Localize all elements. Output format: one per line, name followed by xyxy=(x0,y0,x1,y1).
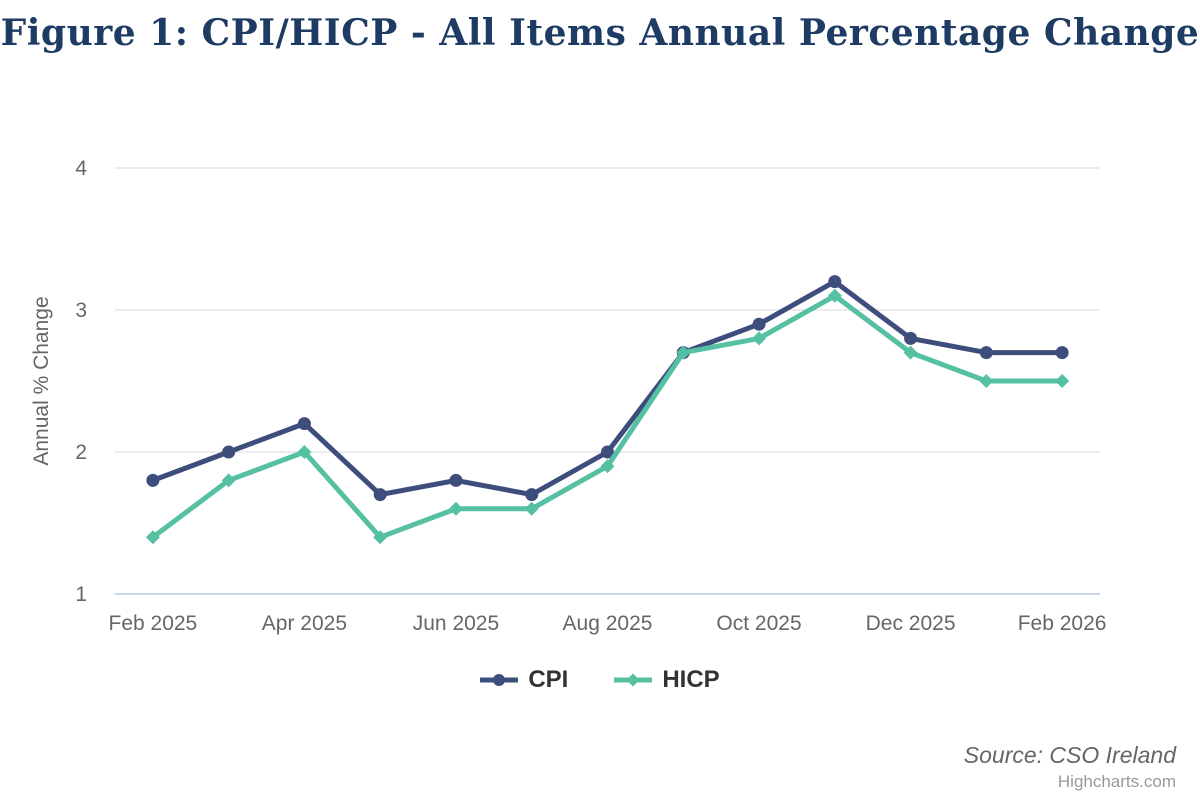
x-tick-label: Dec 2025 xyxy=(866,612,956,635)
data-point-cpi[interactable] xyxy=(1055,346,1069,360)
data-point-hicp[interactable] xyxy=(827,288,842,303)
data-point-hicp[interactable] xyxy=(979,374,994,388)
data-point-hicp[interactable] xyxy=(221,473,236,488)
data-point-hicp[interactable] xyxy=(676,345,691,360)
data-point-cpi[interactable] xyxy=(297,417,311,431)
data-point-cpi[interactable] xyxy=(904,331,918,345)
chart-legend: CPI HICP xyxy=(0,666,1200,694)
source-credit: Source: CSO Ireland xyxy=(963,742,1176,768)
data-point-hicp[interactable] xyxy=(448,501,463,516)
legend-item-cpi[interactable]: CPI xyxy=(480,666,568,694)
data-point-hicp[interactable] xyxy=(297,445,312,459)
x-tick-label: Feb 2025 xyxy=(109,612,198,635)
data-point-cpi[interactable] xyxy=(449,473,463,487)
data-point-hicp[interactable] xyxy=(373,530,388,545)
data-point-hicp[interactable] xyxy=(903,345,918,360)
data-point-hicp[interactable] xyxy=(600,459,615,474)
data-point-hicp[interactable] xyxy=(524,501,539,516)
x-tick-label: Oct 2025 xyxy=(716,612,801,635)
y-tick-label: 1 xyxy=(75,583,87,606)
data-point-cpi[interactable] xyxy=(222,445,236,459)
legend-marker-cpi xyxy=(480,674,519,686)
y-tick-label: 4 xyxy=(75,157,87,180)
x-tick-label: Jun 2025 xyxy=(413,612,499,635)
legend-label-cpi: CPI xyxy=(528,666,569,693)
y-axis-title: Annual % Change xyxy=(30,296,53,465)
x-tick-label: Aug 2025 xyxy=(563,612,653,635)
data-point-cpi[interactable] xyxy=(146,473,160,487)
chart-title: Figure 1: CPI/HICP - All Items Annual Pe… xyxy=(0,12,1200,54)
data-point-cpi[interactable] xyxy=(752,317,766,331)
y-tick-label: 2 xyxy=(75,441,87,464)
y-tick-label: 3 xyxy=(75,299,87,322)
data-point-cpi[interactable] xyxy=(601,445,614,459)
data-point-cpi[interactable] xyxy=(828,275,842,289)
data-point-cpi[interactable] xyxy=(979,346,993,360)
legend-label-hicp: HICP xyxy=(662,666,720,693)
legend-marker-hicp xyxy=(614,673,653,687)
data-point-hicp[interactable] xyxy=(1055,374,1070,388)
data-point-hicp[interactable] xyxy=(752,331,767,346)
legend-item-hicp[interactable]: HICP xyxy=(614,666,720,694)
highcharts-watermark[interactable]: Highcharts.com xyxy=(1057,772,1176,791)
data-point-cpi[interactable] xyxy=(525,488,539,502)
data-point-hicp[interactable] xyxy=(145,530,160,545)
series-line-hicp xyxy=(150,293,1065,540)
x-tick-label: Apr 2025 xyxy=(262,612,347,635)
x-tick-label: Feb 2026 xyxy=(1018,612,1107,635)
data-point-cpi[interactable] xyxy=(373,488,387,502)
